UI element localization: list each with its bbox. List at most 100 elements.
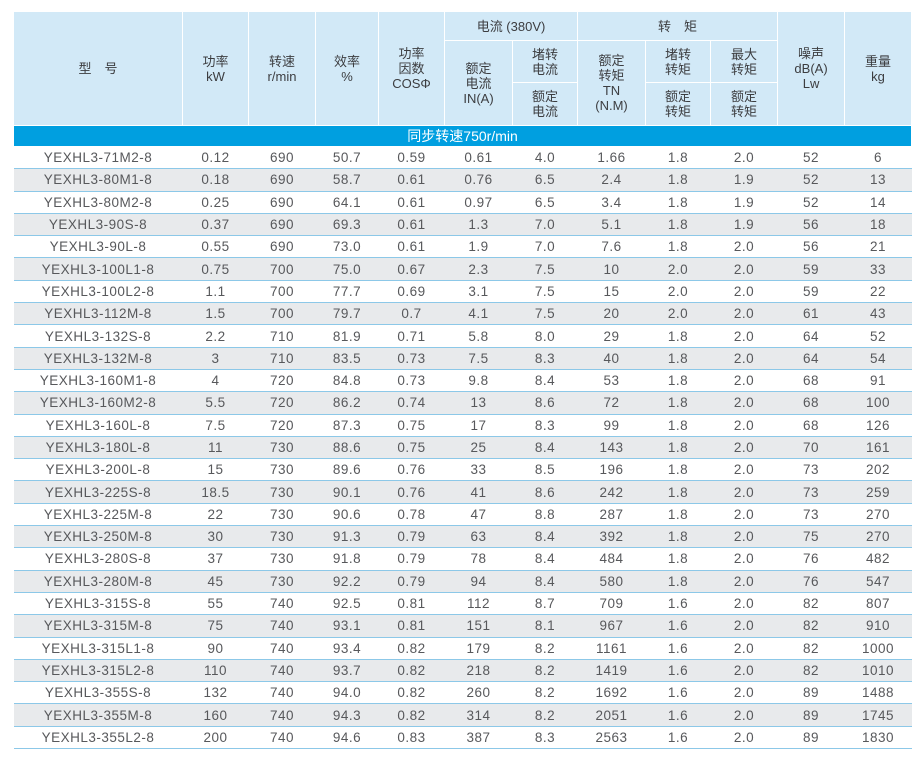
cell-locked_to_rated_current: 8.2 [512,681,578,705]
cell-weight_kg: 6 [844,146,912,170]
cell-weight_kg: 54 [844,347,912,370]
cell-max_to_rated_torque: 2.0 [710,570,778,593]
cell-max_to_rated_torque: 1.9 [710,213,778,237]
cell-locked_to_rated_current: 4.0 [512,146,578,170]
cell-speed_rpm: 740 [248,703,316,727]
cell-locked_to_rated_current: 7.0 [512,235,578,259]
cell-cos_phi: 0.83 [378,726,445,750]
cell-rated_current_a: 47 [444,503,513,527]
cell-model: YEXHL3-132S-8 [13,324,183,348]
cell-locked_to_rated_torque: 1.8 [645,458,711,482]
cell-weight_kg: 91 [844,369,912,393]
cell-cos_phi: 0.81 [378,592,445,616]
cell-locked_to_rated_current: 7.5 [512,257,578,281]
cell-rated_current_a: 218 [444,659,513,683]
cell-locked_to_rated_torque: 2.0 [645,280,711,304]
cell-weight_kg: 22 [844,280,912,304]
cell-cos_phi: 0.71 [378,324,445,348]
cell-model: YEXHL3-160L-8 [13,414,183,437]
cell-weight_kg: 161 [844,436,912,460]
cell-speed_rpm: 740 [248,659,316,683]
cell-weight_kg: 21 [844,235,912,259]
header-label: 噪声 [798,46,825,61]
cell-noise_db: 82 [777,614,845,638]
cell-rated_torque_nm: 3.4 [577,191,646,214]
header-label: 额定 [465,60,492,76]
cell-noise_db: 82 [777,592,845,616]
cell-efficiency_pct: 93.4 [315,637,379,660]
cell-max_to_rated_torque: 2.0 [710,681,778,705]
cell-max_to_rated_torque: 2.0 [710,525,778,549]
cell-locked_to_rated_torque: 1.8 [645,414,711,437]
cell-rated_torque_nm: 484 [577,547,646,571]
cell-model: YEXHL3-90S-8 [13,213,183,237]
header-cell-max-torque-denominator: 额定 转矩 [710,82,779,126]
cell-max_to_rated_torque: 2.0 [710,347,778,370]
cell-efficiency_pct: 93.7 [315,659,379,683]
table-row: YEXHL3-80M1-8 0.18 690 58.7 0.61 0.76 6.5 2.4 1.… [13,168,912,192]
table-row: YEXHL3-112M-8 1.5 700 79.7 0.7 4.1 7.5 20 2.0 2.0… [13,302,912,326]
cell-efficiency_pct: 73.0 [315,235,379,259]
cell-model: YEXHL3-200L-8 [13,458,183,482]
table-row: YEXHL3-132M-8 3 710 83.5 0.73 7.5 8.3 40 1.8 2.0 6… [13,347,912,370]
cell-rated_torque_nm: 2.4 [577,168,646,192]
cell-efficiency_pct: 64.1 [315,191,379,214]
cell-speed_rpm: 730 [248,436,316,460]
table-row: YEXHL3-355S-8 132 740 94.0 0.82 260 8.2 1692 1.6… [13,681,912,705]
cell-locked_to_rated_current: 6.5 [512,191,578,214]
cell-model: YEXHL3-315M-8 [13,614,183,638]
table-row: YEXHL3-250M-8 30 730 91.3 0.79 63 8.4 392 1.8 2.0… [13,525,912,549]
cell-rated_current_a: 387 [444,726,513,750]
cell-power_kw: 5.5 [182,391,249,415]
cell-power_kw: 0.37 [182,213,249,237]
cell-speed_rpm: 740 [248,614,316,638]
cell-locked_to_rated_current: 8.3 [512,726,578,750]
header-cell-rated-current: 额定 电流 IN(A) [444,40,513,126]
cell-locked_to_rated_torque: 1.8 [645,146,711,170]
header-label: 电流 [532,61,559,77]
cell-locked_to_rated_torque: 1.8 [645,480,711,504]
cell-weight_kg: 202 [844,458,912,482]
cell-power_kw: 0.18 [182,168,249,192]
cell-model: YEXHL3-132M-8 [13,347,183,370]
cell-rated_current_a: 25 [444,436,513,460]
cell-noise_db: 56 [777,213,845,237]
cell-speed_rpm: 690 [248,168,316,192]
cell-weight_kg: 547 [844,570,912,593]
cell-locked_to_rated_torque: 1.6 [645,659,711,683]
cell-max_to_rated_torque: 2.0 [710,659,778,683]
header-label: 电流 (380V) [476,18,546,34]
cell-speed_rpm: 730 [248,503,316,527]
cell-rated_current_a: 13 [444,391,513,415]
table-header: 型 号 功率 kW 转速 r/min 效率 % 功率 因数 COSΦ [12,11,913,147]
cell-locked_to_rated_torque: 1.8 [645,525,711,549]
cell-rated_current_a: 5.8 [444,324,513,348]
header-label: 转矩 [731,104,758,119]
cell-power_kw: 18.5 [182,480,249,504]
header-label: 重量 [865,53,892,69]
table-row: YEXHL3-280S-8 37 730 91.8 0.79 78 8.4 484 1.8 2.0… [13,547,912,571]
cell-speed_rpm: 730 [248,480,316,504]
header-cell-max-torque-numerator: 最大 转矩 [710,40,779,83]
cell-max_to_rated_torque: 2.0 [710,503,778,527]
cell-rated_torque_nm: 1161 [577,637,646,660]
cell-speed_rpm: 710 [248,324,316,348]
cell-model: YEXHL3-355S-8 [13,681,183,705]
cell-max_to_rated_torque: 2.0 [710,414,778,437]
cell-cos_phi: 0.61 [378,191,445,214]
cell-rated_torque_nm: 1692 [577,681,646,705]
header-label: 额定 [598,53,625,68]
cell-locked_to_rated_current: 8.2 [512,659,578,683]
cell-power_kw: 132 [182,681,249,705]
header-label: 转矩 [731,61,758,77]
cell-locked_to_rated_current: 8.6 [512,480,578,504]
cell-model: YEXHL3-225M-8 [13,503,183,527]
table-row: YEXHL3-160M2-8 5.5 720 86.2 0.74 13 8.6 72 1.8 2.… [13,391,912,415]
header-label: 堵转 [665,46,692,62]
cell-locked_to_rated_torque: 1.8 [645,347,711,370]
header-cell-locked-current-denominator: 额定 电流 [511,82,579,126]
header-cell-efficiency: 效率 % [315,11,379,126]
cell-power_kw: 45 [182,570,249,593]
table-row: YEXHL3-225S-8 18.5 730 90.1 0.76 41 8.6 242 1.8 2… [13,480,912,504]
header-cell-noise: 噪声 dB(A) Lw [777,11,846,126]
